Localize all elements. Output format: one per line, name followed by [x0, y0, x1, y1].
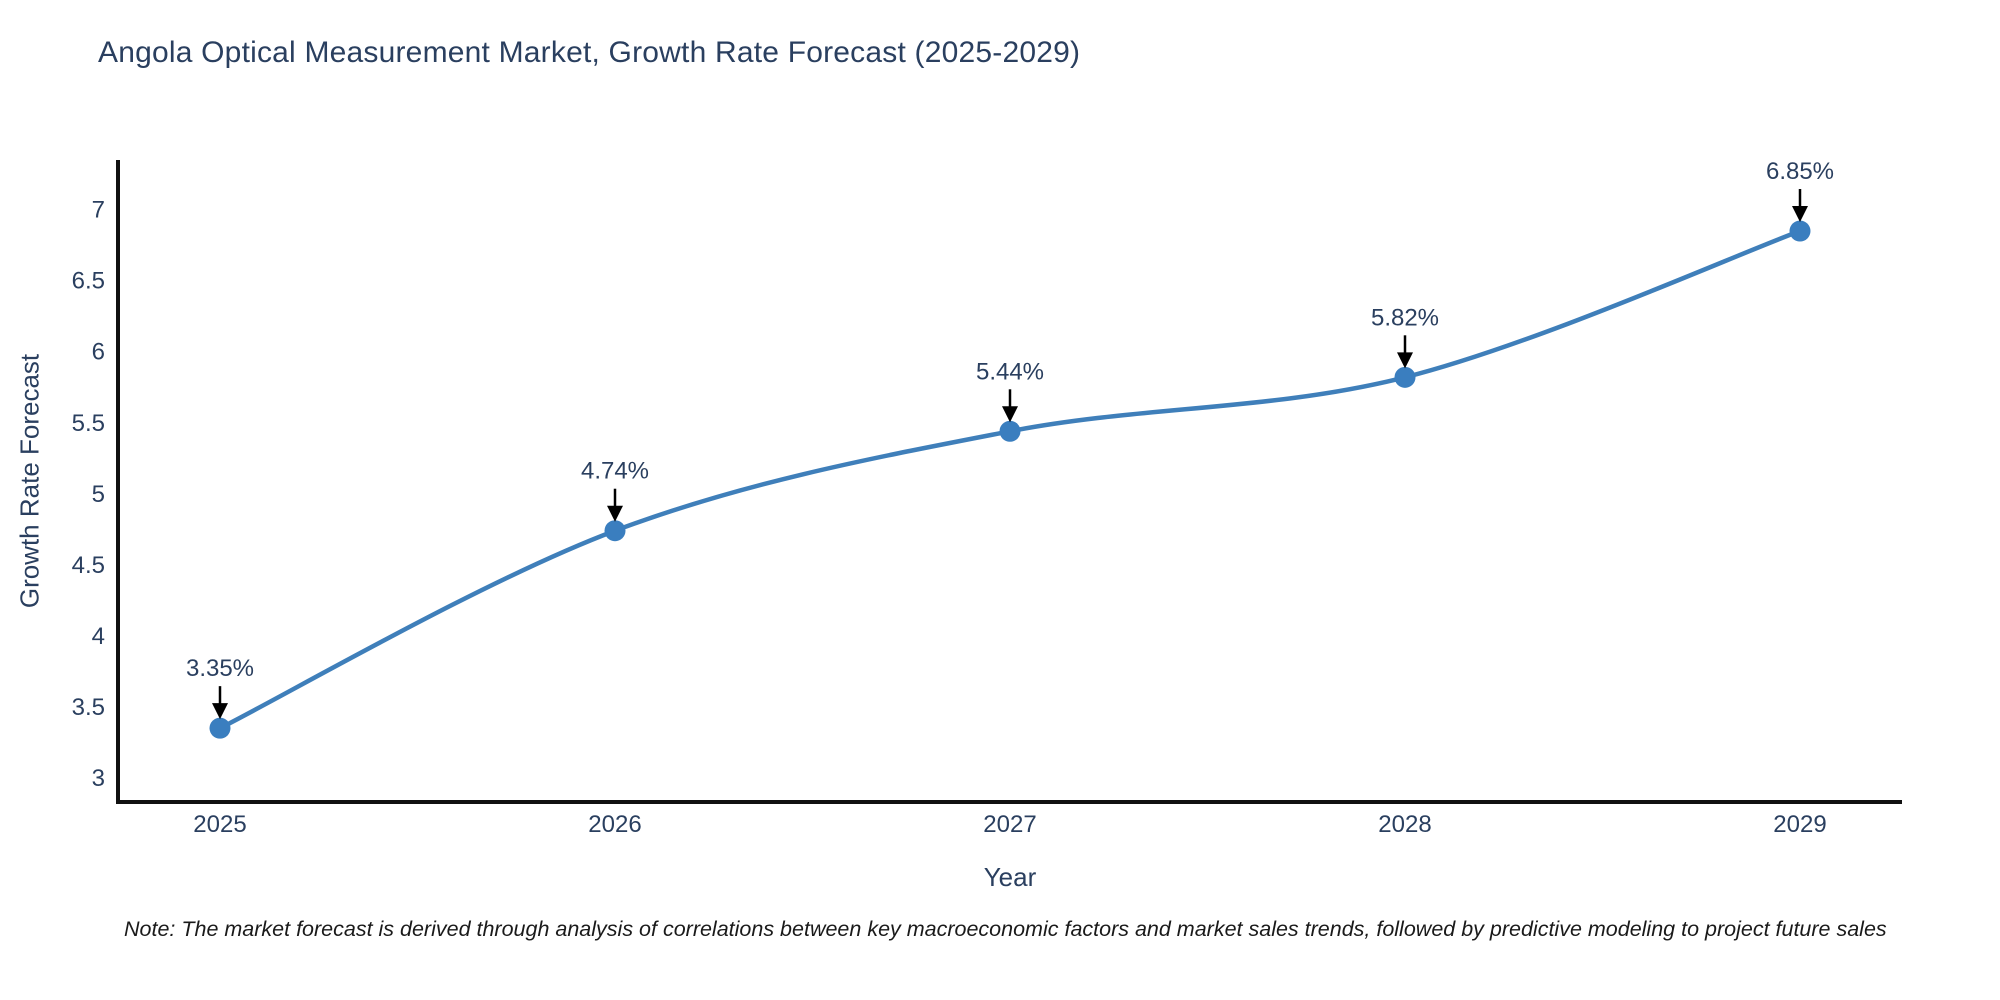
point-annotation-label: 3.35%: [186, 655, 254, 682]
point-annotation-label: 4.74%: [581, 458, 649, 485]
y-axis-title: Growth Rate Forecast: [14, 353, 45, 609]
annotation-arrowhead: [212, 703, 228, 720]
y-tick-label: 4: [92, 623, 105, 650]
y-tick-label: 5.5: [72, 410, 105, 437]
x-tick-label: 2028: [1378, 811, 1431, 838]
point-annotation-label: 5.82%: [1371, 304, 1439, 331]
y-tick-label: 6: [92, 339, 105, 366]
x-tick-label: 2026: [588, 811, 641, 838]
data-point-marker: [999, 420, 1021, 442]
annotation-arrowhead: [607, 505, 623, 522]
x-tick-label: 2025: [193, 811, 246, 838]
series-line: [217, 228, 1803, 731]
chart-title: Angola Optical Measurement Market, Growt…: [98, 36, 1081, 69]
x-axis-title: Year: [983, 862, 1037, 892]
data-point-marker: [1789, 220, 1811, 242]
data-point-marker: [1394, 366, 1416, 388]
point-annotation-label: 5.44%: [976, 358, 1044, 385]
annotation-arrowhead: [1002, 406, 1018, 423]
y-tick-label: 3: [92, 765, 105, 792]
x-tick-label: 2029: [1773, 811, 1826, 838]
x-tick-label: 2027: [983, 811, 1036, 838]
y-tick-label: 3.5: [72, 694, 105, 721]
point-annotation-label: 6.85%: [1766, 158, 1834, 185]
y-tick-label: 4.5: [72, 552, 105, 579]
data-point-marker: [209, 717, 231, 739]
y-tick-label: 7: [92, 197, 105, 224]
y-tick-label: 5: [92, 481, 105, 508]
annotation-arrowhead: [1792, 206, 1808, 223]
annotation-arrowhead: [1397, 352, 1413, 369]
y-tick-label: 6.5: [72, 268, 105, 295]
data-point-marker: [604, 520, 626, 542]
footnote: Note: The market forecast is derived thr…: [124, 917, 1887, 941]
